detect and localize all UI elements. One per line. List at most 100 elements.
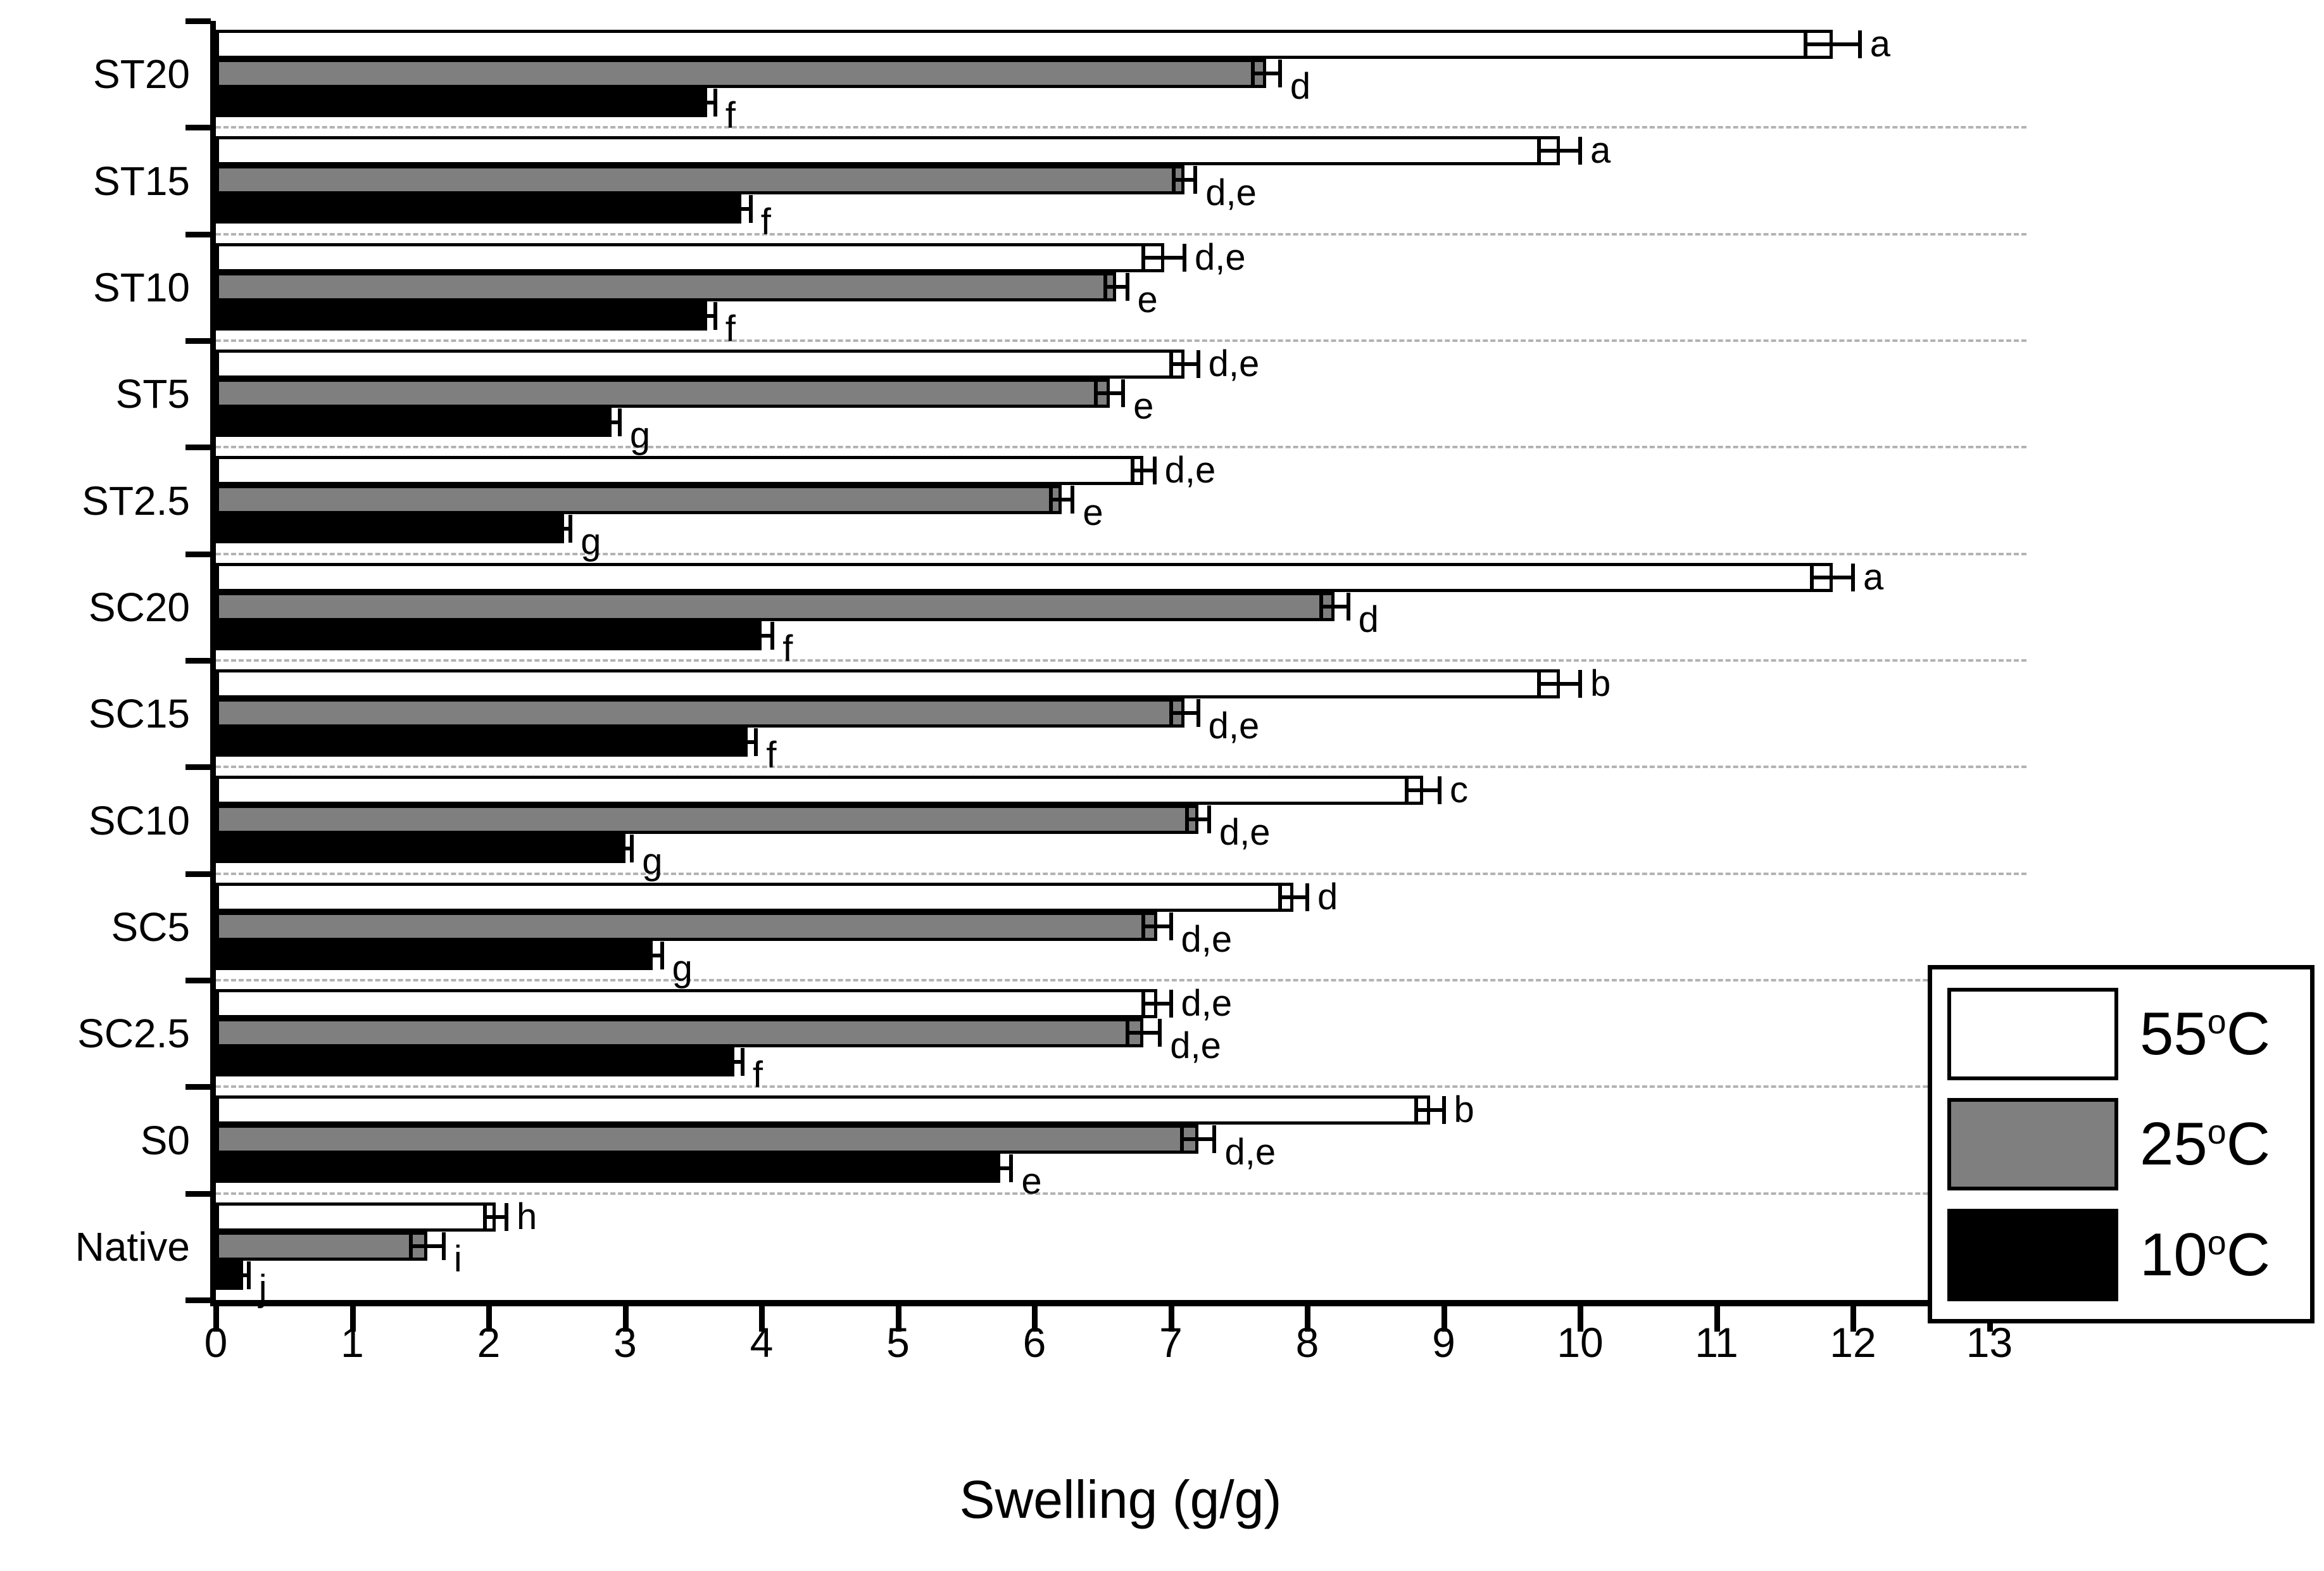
- error-bar-cap: [482, 1202, 487, 1231]
- legend: 55oC 25oC 10oC: [1928, 965, 2315, 1323]
- error-bar-cap: [660, 941, 664, 969]
- error-bar-cap: [246, 1261, 251, 1289]
- error-bar-SC10-25°C: [1187, 817, 1209, 822]
- y-axis-tick: [185, 764, 211, 771]
- error-bar-cap: [641, 941, 645, 969]
- error-bar-cap: [987, 1154, 991, 1183]
- bar-SC20-55°C: [216, 562, 1833, 592]
- significance-label-ST10-25°C: e: [1137, 279, 1158, 320]
- bar-ST20-55°C: [216, 30, 1833, 59]
- x-axis-tick: [1441, 1300, 1447, 1332]
- y-axis-label-SC20: SC20: [88, 584, 190, 630]
- bar-S0-55°C: [216, 1095, 1430, 1125]
- bar-SC5-55°C: [216, 882, 1294, 912]
- error-bar-cap: [1141, 990, 1146, 1018]
- error-bar-Native-25°C: [411, 1244, 444, 1248]
- error-bar-cap: [1278, 883, 1282, 911]
- y-axis-label-SC10: SC10: [88, 797, 190, 843]
- error-bar-cap: [1414, 1096, 1419, 1125]
- error-bar-cap: [1851, 563, 1855, 591]
- error-bar-cap: [696, 301, 701, 330]
- error-bar-ST15-10°C: [731, 207, 751, 211]
- error-bar-cap: [1803, 30, 1807, 58]
- error-bar-SC15-55°C: [1539, 682, 1580, 686]
- error-bar-cap: [1810, 563, 1814, 591]
- error-bar-cap: [754, 728, 758, 756]
- bar-S0-10°C: [216, 1154, 1001, 1183]
- x-axis-tick-label: 11: [1695, 1319, 1738, 1366]
- x-axis-tick: [213, 1300, 219, 1332]
- y-axis-tick: [185, 551, 211, 557]
- error-bar-cap: [617, 408, 622, 436]
- error-bar-cap: [1537, 670, 1542, 698]
- error-bar-cap: [1185, 805, 1190, 834]
- x-axis-tick: [1305, 1300, 1310, 1332]
- error-bar-SC5-25°C: [1143, 924, 1171, 928]
- x-axis-tick-label: 1: [341, 1319, 364, 1366]
- legend-swatch-25c: [1947, 1098, 2118, 1190]
- y-axis-tick: [185, 231, 211, 237]
- error-bar-cap: [1103, 272, 1108, 301]
- error-bar-S0-55°C: [1416, 1108, 1444, 1113]
- significance-label-SC15-25°C: d,e: [1208, 705, 1260, 747]
- error-bar-ST5-10°C: [603, 420, 620, 424]
- group-separator-gridline: [216, 446, 2026, 449]
- significance-label-ST15-55°C: a: [1590, 130, 1611, 172]
- group-separator-gridline: [216, 232, 2026, 236]
- x-axis-tick-label: 3: [613, 1319, 637, 1366]
- error-bar-cap: [1346, 592, 1350, 621]
- bar-SC5-10°C: [216, 940, 653, 970]
- x-axis-tick: [1714, 1300, 1720, 1332]
- bar-ST10-55°C: [216, 243, 1164, 272]
- error-bar-SC5-10°C: [643, 953, 662, 957]
- x-axis-tick: [1578, 1300, 1583, 1332]
- significance-label-SC15-55°C: b: [1590, 663, 1611, 704]
- x-axis-tick: [759, 1300, 765, 1332]
- error-bar-cap: [1537, 137, 1542, 165]
- y-axis-tick: [185, 338, 211, 344]
- error-bar-SC10-10°C: [618, 847, 632, 851]
- error-bar-cap: [1071, 486, 1075, 514]
- error-bar-SC20-55°C: [1812, 575, 1853, 579]
- error-bar-cap: [1196, 699, 1200, 727]
- error-bar-cap: [568, 515, 573, 543]
- error-bar-cap: [1193, 166, 1198, 194]
- x-axis-tick: [895, 1300, 901, 1332]
- x-axis-tick-label: 0: [204, 1319, 228, 1366]
- bar-SC10-10°C: [216, 834, 625, 864]
- significance-label-SC2.5-55°C: d,e: [1181, 983, 1233, 1024]
- bar-ST20-10°C: [216, 88, 707, 117]
- error-bar-ST10-10°C: [698, 313, 715, 318]
- legend-label-55c: 55oC: [2140, 999, 2271, 1068]
- error-bar-cap: [1250, 60, 1255, 87]
- error-bar-cap: [630, 835, 634, 863]
- error-bar-ST20-25°C: [1252, 72, 1280, 75]
- error-bar-SC2.5-10°C: [725, 1060, 743, 1064]
- y-axis-tick: [185, 125, 211, 131]
- bar-Native-55°C: [216, 1202, 496, 1232]
- group-separator-gridline: [216, 766, 2026, 769]
- x-axis-tick-label: 7: [1159, 1319, 1183, 1366]
- error-bar-SC15-25°C: [1171, 711, 1198, 715]
- error-bar-cap: [748, 195, 753, 224]
- y-axis-label-SC2.5: SC2.5: [77, 1011, 190, 1057]
- significance-label-S0-55°C: b: [1454, 1089, 1474, 1131]
- plot-area: a d f a d,e f d,e e f d,e e g d,e e g a d f b d,e f c d,e g d d,e…: [185, 18, 2026, 1332]
- error-bar-cap: [1169, 350, 1173, 378]
- error-bar-cap: [1141, 912, 1146, 940]
- error-bar-ST15-55°C: [1539, 149, 1580, 153]
- x-axis-tick-label: 4: [750, 1319, 774, 1366]
- significance-label-SC5-25°C: d,e: [1181, 918, 1233, 960]
- significance-label-SC5-10°C: g: [672, 947, 693, 989]
- error-bar-ST15-25°C: [1173, 178, 1196, 182]
- error-bar-cap: [1179, 1125, 1184, 1154]
- bar-ST5-25°C: [216, 379, 1110, 408]
- error-bar-Native-55°C: [484, 1215, 506, 1219]
- error-bar-cap: [713, 301, 717, 330]
- error-bar-ST20-10°C: [698, 101, 715, 104]
- error-bar-cap: [1169, 912, 1173, 940]
- error-bar-cap: [555, 515, 559, 543]
- x-axis-tick: [622, 1300, 629, 1332]
- bar-SC20-10°C: [216, 621, 762, 650]
- significance-label-Native-10°C: j: [258, 1267, 267, 1309]
